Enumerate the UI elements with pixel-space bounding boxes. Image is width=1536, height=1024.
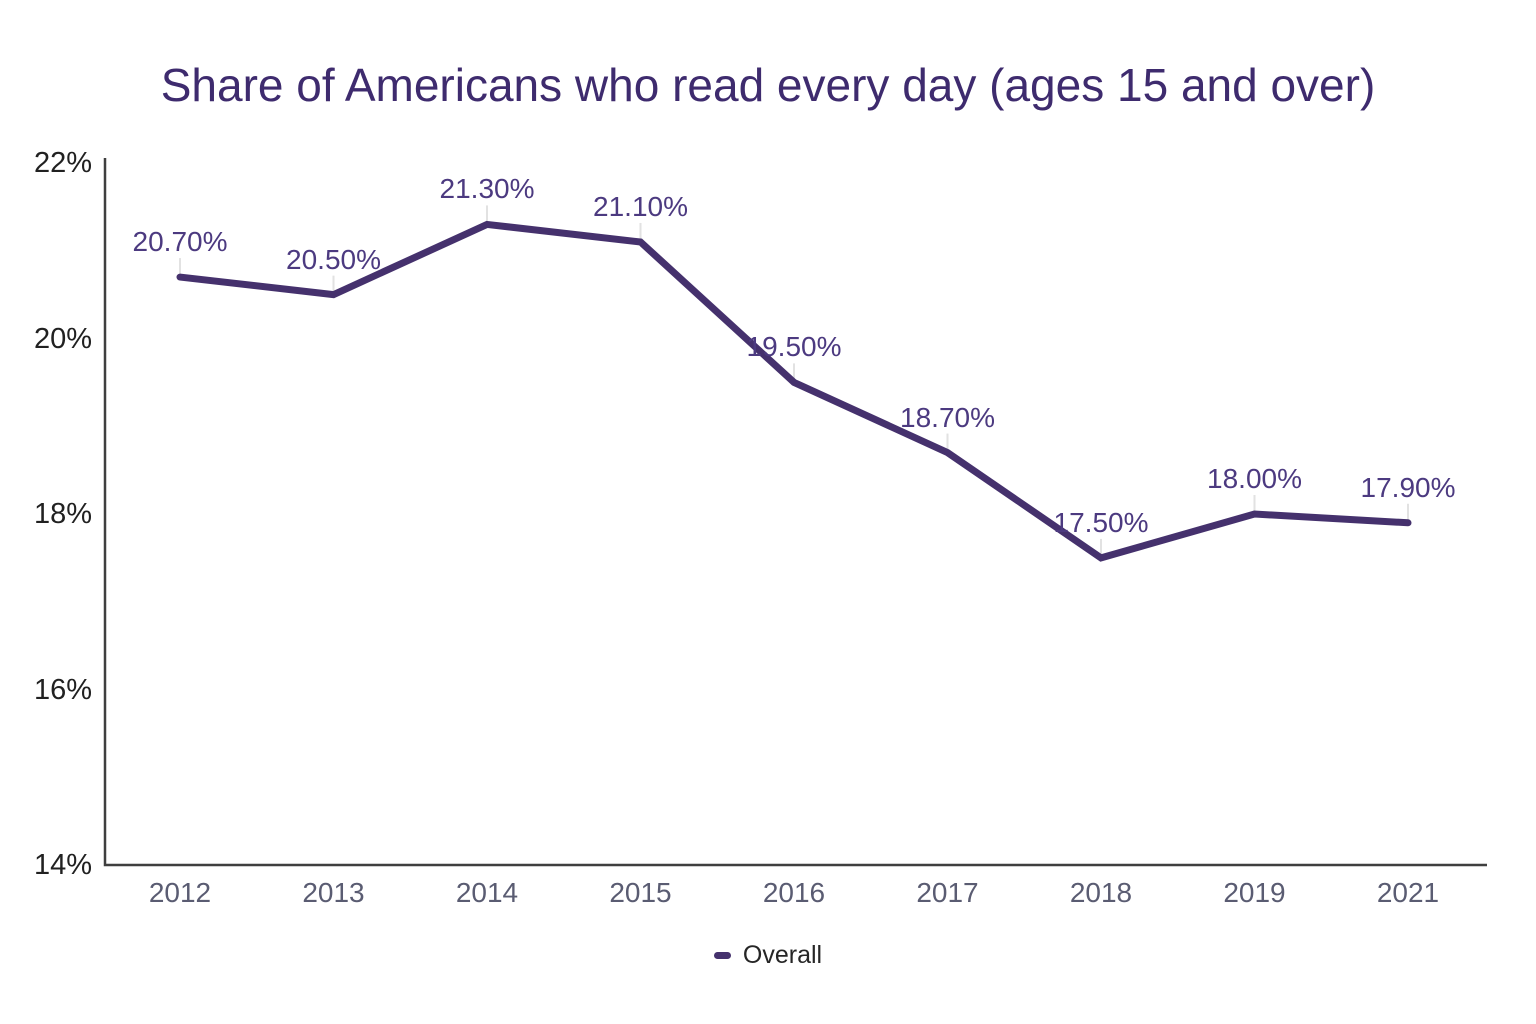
data-point-label: 21.30% xyxy=(439,173,535,205)
legend-line-marker-icon xyxy=(713,952,731,959)
x-tick-label: 2015 xyxy=(609,877,672,908)
x-tick-label: 2021 xyxy=(1376,877,1440,908)
y-tick-label: 16% xyxy=(33,673,92,706)
x-tick-label: 2016 xyxy=(762,877,826,908)
axis-lines xyxy=(103,158,1487,867)
x-tick-label: 2019 xyxy=(1223,877,1286,908)
data-point-label: 18.70% xyxy=(900,401,995,433)
data-point-label: 19.50% xyxy=(746,331,842,363)
y-tick-label: 18% xyxy=(33,498,92,530)
legend-series-label: Overall xyxy=(742,941,823,969)
label-leader-lines xyxy=(179,205,1409,555)
x-tick-label: 2017 xyxy=(916,877,979,908)
legend: Overall xyxy=(0,941,1536,970)
x-tick-label: 2013 xyxy=(302,877,365,908)
data-point-label: 17.90% xyxy=(1360,471,1456,503)
y-tick-label: 22% xyxy=(33,147,92,179)
data-point-label: 21.10% xyxy=(593,190,688,222)
data-point-label: 20.50% xyxy=(286,243,381,275)
y-tick-label: 14% xyxy=(33,849,92,881)
data-point-label: 20.70% xyxy=(132,226,228,258)
chart-title: Share of Americans who read every day (a… xyxy=(160,59,1376,111)
data-point-label: 17.50% xyxy=(1053,506,1149,538)
x-tick-label: 2014 xyxy=(455,877,519,908)
x-tick-label: 2018 xyxy=(1069,877,1133,908)
x-tick-label: 2012 xyxy=(148,877,212,908)
overall-series-line xyxy=(176,220,1412,562)
data-point-label: 18.00% xyxy=(1207,463,1302,494)
y-tick-label: 20% xyxy=(33,322,92,355)
